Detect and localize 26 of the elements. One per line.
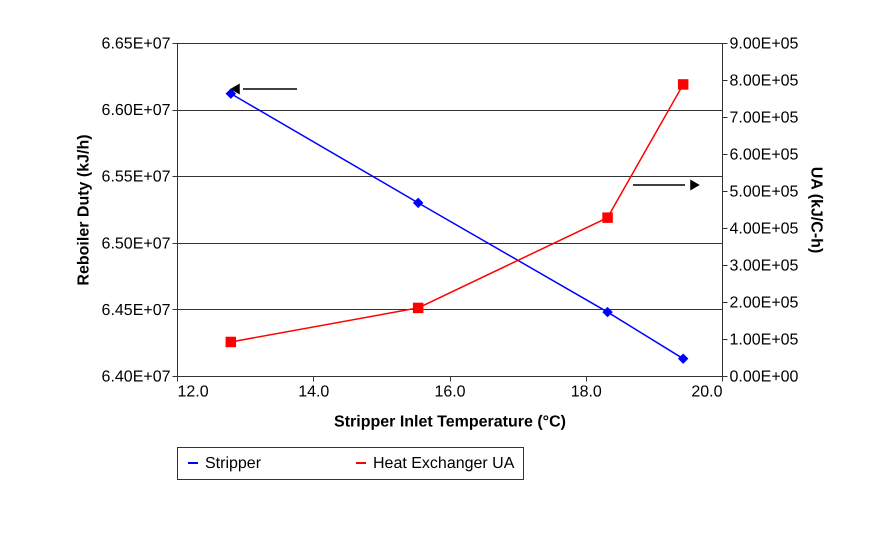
y2-tick-label: 2.00E+05 [730,294,799,312]
x-axis-title: Stripper Inlet Temperature (°C) [334,414,566,430]
y-tick-label: 6.55E+07 [102,168,171,186]
y2-tick-label: 4.00E+05 [730,220,799,238]
x-tick-label: 14.0 [298,384,330,400]
x-tick-label: 16.0 [434,384,466,400]
x-tick-label: 20.0 [691,384,723,400]
y2-tick-label: 5.00E+05 [730,184,799,200]
y-tick-label: 6.45E+07 [102,302,171,319]
legend-label: Stripper [205,455,262,472]
y2-tick-label: 1.00E+05 [730,332,799,348]
y2-tick-label: 6.00E+05 [730,146,799,164]
y2-tick-label: 3.00E+05 [730,258,799,274]
x-tick-label: 18.0 [570,384,602,400]
y2-tick-label: 7.00E+05 [730,110,799,126]
y2-tick-label: 9.00E+05 [730,36,799,52]
y-tick-label: 6.40E+07 [102,368,171,386]
y2-tick-label: 0.00E+00 [730,368,799,386]
legend-label: Heat Exchanger UA [373,455,515,472]
y2-tick-label: 8.00E+05 [730,72,799,90]
y-tick-label: 6.60E+07 [102,102,171,120]
x-tick-label: 12.0 [178,384,209,400]
y2-axis-title: UA (kJ/C-h) [807,166,824,254]
y-axis-title: Reboiler Duty (kJ/h) [76,134,93,286]
y-tick-label: 6.50E+07 [102,235,171,252]
y-tick-label: 6.65E+07 [102,36,171,52]
